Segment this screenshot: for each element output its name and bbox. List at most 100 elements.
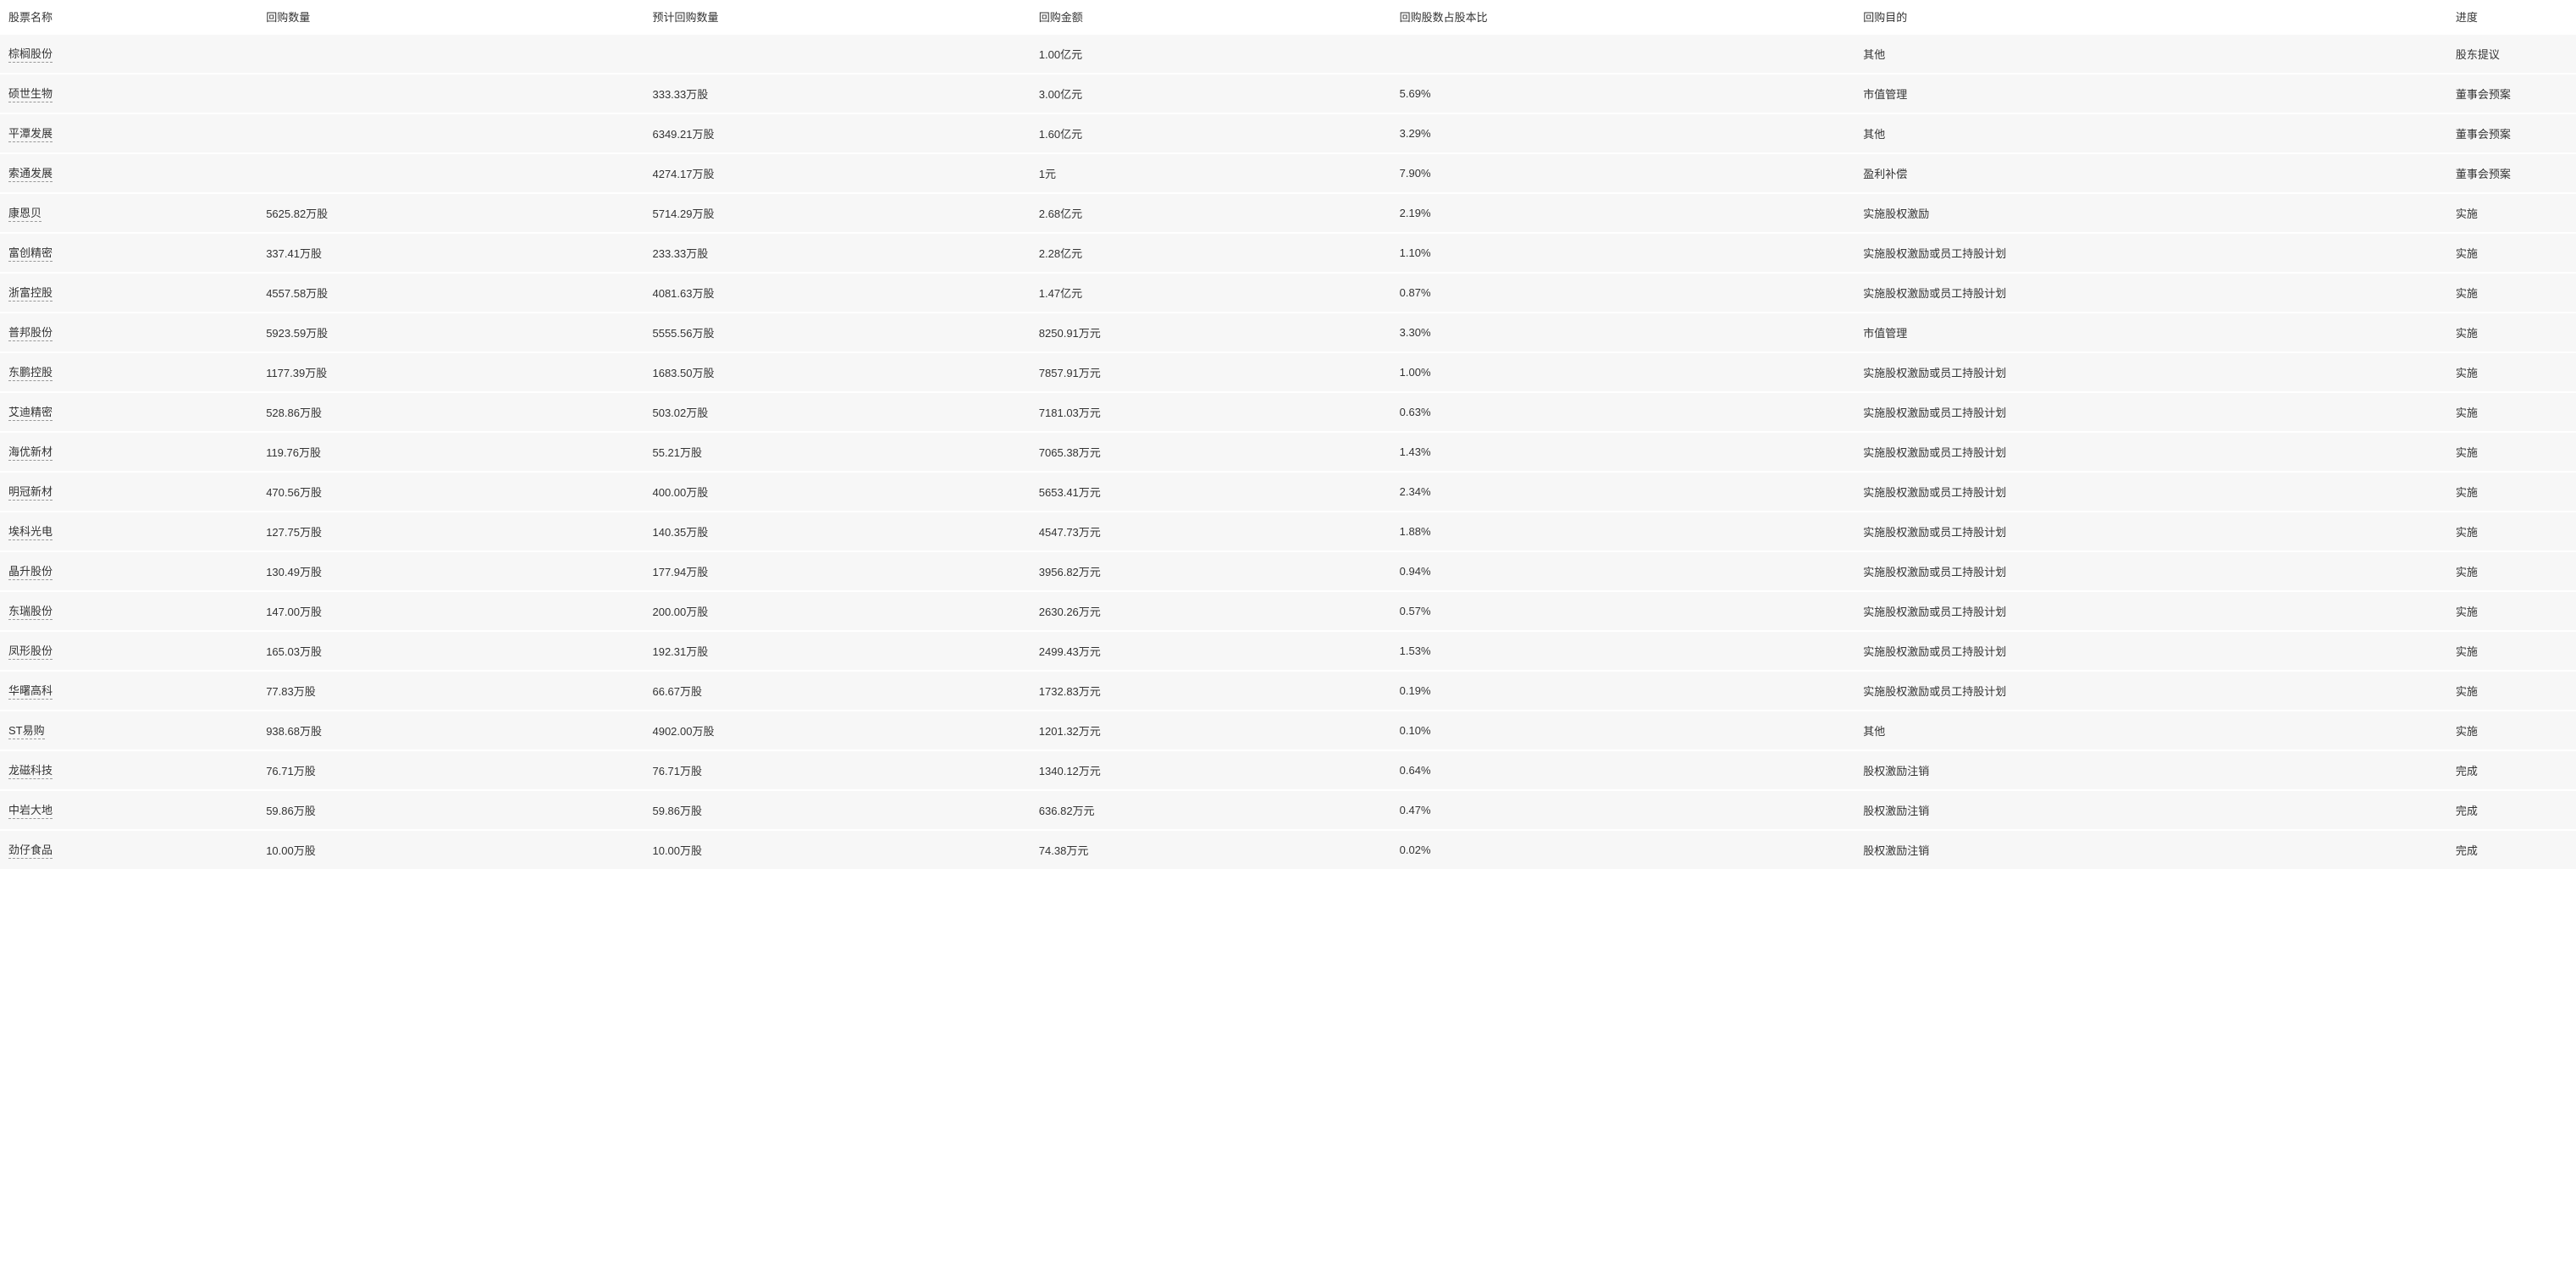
- table-row: 埃科光电127.75万股140.35万股4547.73万元1.88%实施股权激励…: [0, 512, 2576, 551]
- stock-name-link[interactable]: 普邦股份: [8, 324, 53, 341]
- col-header-ratio[interactable]: 回购股数占股本比: [1391, 0, 1855, 34]
- col-header-purpose[interactable]: 回购目的: [1855, 0, 2447, 34]
- table-row: 棕榈股份1.00亿元其他股东提议: [0, 34, 2576, 74]
- cell-amount: 2499.43万元: [1031, 631, 1391, 671]
- cell-estqty: 10.00万股: [644, 830, 1030, 870]
- stock-name-link[interactable]: 索通发展: [8, 164, 53, 182]
- stock-name-link[interactable]: 棕榈股份: [8, 45, 53, 63]
- cell-ratio: 0.94%: [1391, 551, 1855, 591]
- table-row: 劲仔食品10.00万股10.00万股74.38万元0.02%股权激励注销完成: [0, 830, 2576, 870]
- cell-ratio: 2.34%: [1391, 472, 1855, 512]
- table-body: 棕榈股份1.00亿元其他股东提议硕世生物333.33万股3.00亿元5.69%市…: [0, 34, 2576, 870]
- cell-purpose: 实施股权激励或员工持股计划: [1855, 432, 2447, 472]
- cell-estqty: 4902.00万股: [644, 711, 1030, 750]
- cell-progress: 股东提议: [2447, 34, 2576, 74]
- stock-name-link[interactable]: 硕世生物: [8, 85, 53, 102]
- cell-progress: 实施: [2447, 512, 2576, 551]
- stock-name-link[interactable]: ST易购: [8, 722, 45, 739]
- stock-name-link[interactable]: 晶升股份: [8, 562, 53, 580]
- stock-name-link[interactable]: 富创精密: [8, 244, 53, 262]
- col-header-name[interactable]: 股票名称: [0, 0, 257, 34]
- cell-ratio: 1.43%: [1391, 432, 1855, 472]
- cell-purpose: 市值管理: [1855, 74, 2447, 113]
- cell-estqty: 233.33万股: [644, 233, 1030, 273]
- cell-purpose: 市值管理: [1855, 313, 2447, 352]
- cell-qty: 127.75万股: [257, 512, 644, 551]
- cell-amount: 1201.32万元: [1031, 711, 1391, 750]
- cell-amount: 1元: [1031, 153, 1391, 193]
- stock-name-link[interactable]: 华曙高科: [8, 682, 53, 700]
- cell-qty: 59.86万股: [257, 790, 644, 830]
- cell-qty: 77.83万股: [257, 671, 644, 711]
- stock-name-link[interactable]: 艾迪精密: [8, 403, 53, 421]
- col-header-progress[interactable]: 进度: [2447, 0, 2576, 34]
- cell-qty: 5923.59万股: [257, 313, 644, 352]
- col-header-qty[interactable]: 回购数量: [257, 0, 644, 34]
- cell-ratio: 7.90%: [1391, 153, 1855, 193]
- stock-name-link[interactable]: 劲仔食品: [8, 841, 53, 859]
- cell-estqty: 177.94万股: [644, 551, 1030, 591]
- cell-amount: 2630.26万元: [1031, 591, 1391, 631]
- cell-qty: 4557.58万股: [257, 273, 644, 313]
- cell-ratio: 0.02%: [1391, 830, 1855, 870]
- cell-estqty: 400.00万股: [644, 472, 1030, 512]
- cell-progress: 实施: [2447, 313, 2576, 352]
- cell-qty: 5625.82万股: [257, 193, 644, 233]
- col-header-estqty[interactable]: 预计回购数量: [644, 0, 1030, 34]
- cell-qty: 10.00万股: [257, 830, 644, 870]
- table-row: 普邦股份5923.59万股5555.56万股8250.91万元3.30%市值管理…: [0, 313, 2576, 352]
- stock-name-link[interactable]: 浙富控股: [8, 284, 53, 302]
- cell-progress: 完成: [2447, 790, 2576, 830]
- stock-name-link[interactable]: 明冠新材: [8, 483, 53, 501]
- stock-name-link[interactable]: 东鹏控股: [8, 363, 53, 381]
- cell-qty: 76.71万股: [257, 750, 644, 790]
- col-header-amount[interactable]: 回购金额: [1031, 0, 1391, 34]
- stock-name-link[interactable]: 中岩大地: [8, 801, 53, 819]
- cell-progress: 完成: [2447, 830, 2576, 870]
- table-row: 艾迪精密528.86万股503.02万股7181.03万元0.63%实施股权激励…: [0, 392, 2576, 432]
- stock-name-link[interactable]: 海优新材: [8, 443, 53, 461]
- cell-progress: 实施: [2447, 591, 2576, 631]
- cell-amount: 5653.41万元: [1031, 472, 1391, 512]
- cell-amount: 8250.91万元: [1031, 313, 1391, 352]
- cell-progress: 实施: [2447, 193, 2576, 233]
- cell-purpose: 实施股权激励或员工持股计划: [1855, 273, 2447, 313]
- stock-name-link[interactable]: 平潭发展: [8, 124, 53, 142]
- cell-purpose: 实施股权激励或员工持股计划: [1855, 512, 2447, 551]
- cell-qty: 938.68万股: [257, 711, 644, 750]
- cell-progress: 实施: [2447, 273, 2576, 313]
- cell-purpose: 实施股权激励或员工持股计划: [1855, 472, 2447, 512]
- cell-progress: 实施: [2447, 432, 2576, 472]
- table-row: 硕世生物333.33万股3.00亿元5.69%市值管理董事会预案: [0, 74, 2576, 113]
- cell-progress: 实施: [2447, 233, 2576, 273]
- cell-amount: 7181.03万元: [1031, 392, 1391, 432]
- table-row: 龙磁科技76.71万股76.71万股1340.12万元0.64%股权激励注销完成: [0, 750, 2576, 790]
- buyback-table: 股票名称 回购数量 预计回购数量 回购金额 回购股数占股本比 回购目的 进度 棕…: [0, 0, 2576, 871]
- cell-estqty: 59.86万股: [644, 790, 1030, 830]
- cell-ratio: 1.88%: [1391, 512, 1855, 551]
- cell-ratio: 2.19%: [1391, 193, 1855, 233]
- cell-amount: 4547.73万元: [1031, 512, 1391, 551]
- cell-estqty: 192.31万股: [644, 631, 1030, 671]
- cell-qty: [257, 153, 644, 193]
- cell-ratio: 3.30%: [1391, 313, 1855, 352]
- cell-purpose: 实施股权激励或员工持股计划: [1855, 392, 2447, 432]
- cell-amount: 7857.91万元: [1031, 352, 1391, 392]
- stock-name-link[interactable]: 东瑞股份: [8, 602, 53, 620]
- cell-estqty: 55.21万股: [644, 432, 1030, 472]
- cell-qty: 337.41万股: [257, 233, 644, 273]
- cell-ratio: 0.57%: [1391, 591, 1855, 631]
- cell-purpose: 股权激励注销: [1855, 790, 2447, 830]
- stock-name-link[interactable]: 凤形股份: [8, 642, 53, 660]
- cell-purpose: 其他: [1855, 34, 2447, 74]
- cell-purpose: 实施股权激励或员工持股计划: [1855, 233, 2447, 273]
- cell-amount: 1.47亿元: [1031, 273, 1391, 313]
- stock-name-link[interactable]: 康恩贝: [8, 204, 41, 222]
- stock-name-link[interactable]: 埃科光电: [8, 523, 53, 540]
- cell-progress: 实施: [2447, 671, 2576, 711]
- cell-purpose: 实施股权激励或员工持股计划: [1855, 352, 2447, 392]
- cell-progress: 董事会预案: [2447, 113, 2576, 153]
- stock-name-link[interactable]: 龙磁科技: [8, 761, 53, 779]
- table-row: 康恩贝5625.82万股5714.29万股2.68亿元2.19%实施股权激励实施: [0, 193, 2576, 233]
- cell-qty: 165.03万股: [257, 631, 644, 671]
